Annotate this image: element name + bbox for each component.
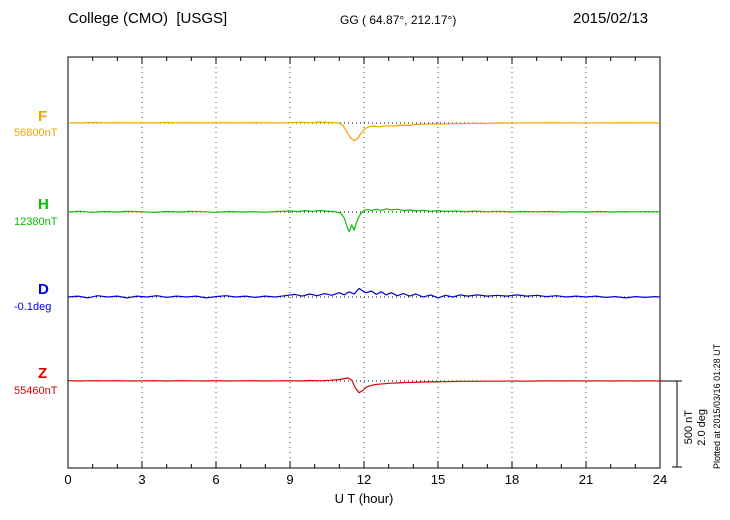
x-axis-title: U T (hour) <box>334 491 394 506</box>
series-label-D: D <box>38 281 49 298</box>
series-label-H: H <box>38 196 49 213</box>
observatory-title: College (CMO) [USGS] <box>68 10 228 27</box>
series-baseline-value-D: -0.1deg <box>14 301 52 313</box>
series-baseline-value-F: 56800nT <box>14 127 58 139</box>
plotted-at-timestamp: Plotted at 2015/03/16 01:28 UT <box>712 343 722 469</box>
scale-bar-labels: 500 nT 2.0 deg <box>683 388 708 466</box>
x-tick-label-12: 12 <box>356 472 372 487</box>
plot-date: 2015/02/13 <box>573 10 649 27</box>
series-label-Z: Z <box>38 365 48 382</box>
x-tick-label-18: 18 <box>504 472 520 487</box>
x-tick-label-0: 0 <box>64 472 72 487</box>
scale-bar-deg-label: 2.0 deg <box>696 408 708 446</box>
trace-F <box>67 121 661 142</box>
x-tick-label-9: 9 <box>286 472 294 487</box>
x-tick-label-6: 6 <box>212 472 220 487</box>
scale-bar-nt-label: 500 nT <box>683 409 695 445</box>
x-tick-label-24: 24 <box>652 472 668 487</box>
series-label-F: F <box>38 108 48 125</box>
x-tick-label-3: 3 <box>138 472 146 487</box>
x-tick-label-21: 21 <box>578 472 594 487</box>
x-tick-label-15: 15 <box>430 472 446 487</box>
trace-Z <box>67 377 661 394</box>
geographic-coordinates: GG ( 64.87°, 212.17°) <box>340 13 457 27</box>
series-baseline-value-H: 12380nT <box>14 216 58 228</box>
trace-D <box>67 287 661 299</box>
series-baseline-value-Z: 55460nT <box>14 385 58 397</box>
trace-H <box>67 208 661 233</box>
